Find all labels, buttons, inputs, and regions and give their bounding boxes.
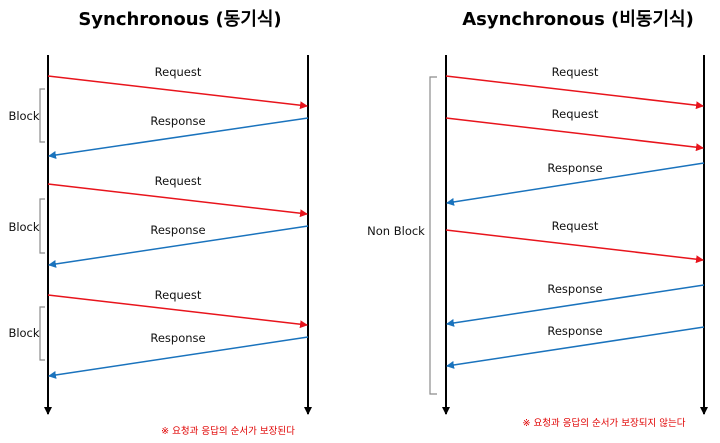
async-response-arrow-1 — [446, 162, 705, 206]
sync-message-label-3: Request — [155, 174, 202, 188]
async-message-label-2: Request — [552, 107, 599, 121]
sync-block-bracket-3 — [39, 306, 45, 361]
sync-block-label-2: Block — [8, 220, 39, 234]
sync-block-bracket-2 — [39, 198, 45, 254]
sync-block-label-3: Block — [8, 326, 39, 340]
sync-message-label-1: Request — [155, 65, 202, 79]
async-response-arrow-2 — [446, 284, 705, 327]
sync-request-arrow-3 — [47, 294, 308, 329]
sync-request-arrow-1 — [47, 75, 308, 110]
sync-title: Synchronous (동기식) — [78, 9, 281, 30]
async-request-arrow-1 — [445, 75, 704, 110]
sync-message-label-5: Request — [155, 288, 202, 302]
sync-block-bracket-1 — [39, 88, 45, 143]
async-nonblock-bracket — [429, 76, 437, 395]
sync-message-label-4: Response — [150, 223, 205, 237]
async-message-label-4: Request — [552, 219, 599, 233]
sync-note: ※ 요청과 응답의 순서가 보장된다 — [161, 425, 295, 437]
async-nonblock-label: Non Block — [367, 224, 425, 238]
async-request-arrow-3 — [445, 229, 704, 264]
sync-message-label-6: Response — [150, 331, 205, 345]
async-message-label-1: Request — [552, 65, 599, 79]
sync-response-arrow-3 — [48, 336, 309, 379]
async-message-label-3: Response — [547, 161, 602, 175]
async-response-arrow-3 — [446, 326, 705, 369]
async-request-arrow-2 — [445, 117, 704, 152]
async-note: ※ 요청과 응답의 순서가 보장되지 않는다 — [523, 417, 686, 429]
sync-block-label-1: Block — [8, 109, 39, 123]
sync-response-arrow-1 — [48, 117, 309, 159]
async-title: Asynchronous (비동기식) — [462, 9, 694, 30]
sync-response-arrow-2 — [48, 225, 309, 268]
async-message-label-6: Response — [547, 324, 602, 338]
sync-request-arrow-2 — [47, 183, 308, 218]
async-message-label-5: Response — [547, 282, 602, 296]
sync-message-label-2: Response — [150, 114, 205, 128]
